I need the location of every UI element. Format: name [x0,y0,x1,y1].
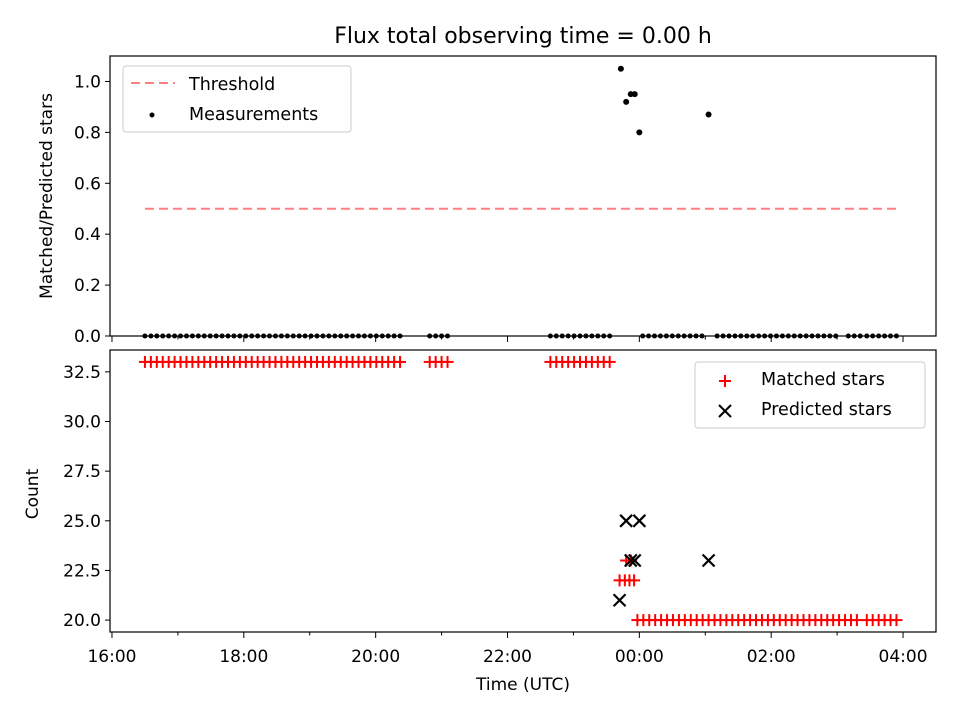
predicted-star-marker [624,553,638,568]
predicted-star-marker [612,593,627,608]
top-legend: Threshold Measurements [122,65,352,133]
predicted-star-marker [627,553,642,568]
x-tick-label: 02:00 [747,647,796,667]
predicted-star-marker [632,514,647,528]
matched-star-marker [441,355,454,368]
matched-star-marker [603,355,616,368]
bottom-legend: Matched stars Predicted stars [694,361,926,429]
predicted-star-stroke [619,514,633,528]
top-y-axis-label: Matched/Predicted stars [37,93,57,299]
legend-measurements-swatch [149,112,155,118]
predicted-star-stroke [632,514,647,528]
bottom-y-tick-label: 25.0 [63,512,101,532]
legend-predicted-swatch [718,404,732,418]
measurement-point [705,111,712,118]
legend-measurements-label: Measurements [189,105,318,125]
x-tick-label: 18:00 [219,647,268,667]
x-tick-label: 04:00 [879,647,928,667]
measurement-point [617,65,624,72]
legend-matched-swatch [719,375,731,387]
legend-predicted-label: Predicted stars [761,400,892,420]
top-y-tick-label: 0.2 [74,276,101,296]
x-tick-label: 00:00 [615,647,664,667]
bottom-y-tick-label: 32.5 [63,363,101,383]
top-panel: 0.0 0.2 0.4 0.6 0.8 1.0 Matched/Predicted sta… [37,55,937,347]
legend-matched-label: Matched stars [761,370,885,390]
matched-star-marker [394,355,407,368]
x-tick-label: 16:00 [87,647,136,667]
bottom-axes-frame [109,349,937,633]
bottom-y-tick-label: 30.0 [63,412,101,432]
top-y-tick-label: 0.8 [74,123,101,143]
top-y-tick-label: 0.0 [74,327,101,347]
chart-title: Flux total observing time = 0.00 h [334,24,712,49]
x-tick-label: 22:00 [483,647,532,667]
bottom-y-axis-label: Count [23,468,43,519]
predicted-star-marker [701,553,716,568]
matched-star-marker [890,614,903,627]
top-y-tick-label: 1.0 [74,72,101,92]
x-tick-label: 20:00 [351,647,400,667]
measurement-point [623,98,630,105]
predicted-star-marker [619,514,633,528]
measurement-point [631,91,638,98]
top-y-tick-label: 0.4 [74,225,101,245]
predicted-star-stroke [624,553,638,568]
top-axes-frame [109,55,937,337]
x-axis-label: Time (UTC) [475,675,570,695]
bottom-panel: 20.0 22.5 25.0 27.5 30.0 32.5 16:00 18:00 20:00 2… [23,349,937,695]
predicted-star-stroke [701,553,716,568]
predicted-star-stroke [627,553,642,568]
predicted-star-stroke [612,593,627,608]
legend-threshold-label: Threshold [188,75,275,95]
bottom-y-tick-label: 27.5 [63,462,101,482]
top-y-tick-label: 0.6 [74,174,101,194]
matched-star-marker [628,574,641,587]
bottom-y-tick-label: 20.0 [63,611,101,631]
bottom-y-tick-label: 22.5 [63,561,101,581]
measurement-point [636,129,643,136]
